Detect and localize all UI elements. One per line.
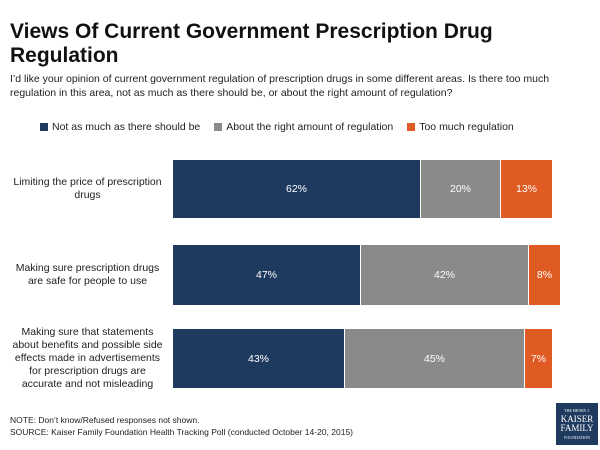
bar-segment: 13%: [501, 160, 553, 218]
legend-item: About the right amount of regulation: [214, 121, 393, 133]
logo-text: THE HENRY J.: [564, 408, 590, 413]
note: NOTE: Don’t know/Refused responses not s…: [10, 415, 200, 425]
legend-label: Too much regulation: [419, 121, 514, 133]
notes: NOTE: Don’t know/Refused responses not s…: [10, 414, 353, 438]
bar-segment: 45%: [345, 329, 525, 388]
legend-swatch: [40, 123, 48, 131]
bar-segment: 8%: [529, 245, 561, 305]
data-label: 7%: [530, 352, 547, 365]
chart-title: Views Of Current Government Prescription…: [10, 20, 493, 67]
legend-item: Too much regulation: [407, 121, 514, 133]
source: SOURCE: Kaiser Family Foundation Health …: [10, 427, 353, 437]
category-label: Limiting the price of prescription drugs: [13, 176, 162, 201]
data-label: 62%: [285, 183, 307, 195]
category-label: Making sure prescription drugs are safe …: [15, 262, 160, 287]
legend-swatch: [407, 123, 416, 131]
logo: THE HENRY J. KAISER FAMILY FOUNDATION: [556, 403, 598, 445]
legend-label: About the right amount of regulation: [226, 121, 394, 133]
data-label: 20%: [449, 183, 471, 195]
bar-segment: 47%: [173, 245, 361, 305]
bar-segment: 7%: [525, 329, 553, 388]
bar-segment: 42%: [361, 245, 529, 305]
logo-text: KAISER: [560, 414, 594, 424]
data-label: 45%: [423, 352, 445, 365]
chart-subtitle: I’d like your opinion of current governm…: [10, 73, 550, 99]
logo-text: FOUNDATION: [564, 435, 590, 440]
data-label: 8%: [536, 269, 553, 281]
legend-swatch: [214, 123, 223, 131]
logo-text: FAMILY: [560, 423, 594, 433]
data-label: 42%: [433, 269, 455, 281]
data-label: 47%: [255, 269, 277, 281]
bar-segment: 62%: [173, 160, 421, 218]
legend-item: Not as much as there should be: [40, 121, 200, 133]
bar-segment: 43%: [173, 329, 345, 388]
data-label: 13%: [515, 183, 537, 195]
category-label: Making sure that statements about benefi…: [12, 326, 163, 390]
legend: Not as much as there should be About the …: [40, 121, 514, 133]
data-label: 43%: [247, 352, 269, 365]
bar-segment: 20%: [421, 160, 501, 218]
legend-label: Not as much as there should be: [52, 121, 201, 133]
